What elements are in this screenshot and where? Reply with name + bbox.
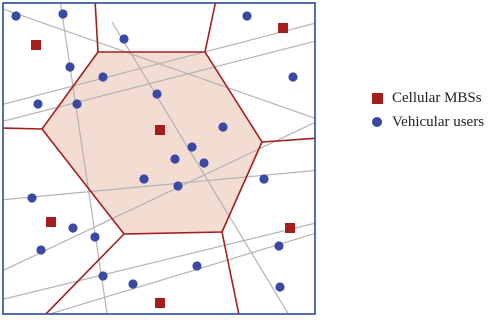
vehicle-marker (139, 174, 149, 184)
legend-item-mbs: Cellular MBSs (368, 86, 484, 110)
mbs-marker (278, 23, 288, 33)
vehicle-marker (90, 232, 100, 242)
vehicle-marker (98, 72, 108, 82)
vehicle-dot-icon (372, 117, 382, 127)
mbs-markers (31, 23, 295, 308)
vehicle-marker (199, 158, 209, 168)
legend-label-mbs: Cellular MBSs (392, 89, 482, 106)
mbs-marker (285, 223, 295, 233)
vehicle-markers (11, 9, 298, 292)
diagram-frame (2, 2, 316, 315)
vehicle-marker (242, 11, 252, 21)
legend-item-vehicle: Vehicular users (368, 110, 484, 134)
legend-label-vehicle: Vehicular users (392, 113, 485, 130)
cell-border (3, 127, 43, 130)
mbs-square-icon (372, 92, 383, 104)
road (3, 169, 315, 201)
legend: Cellular MBSs Vehicular users (368, 86, 484, 134)
vehicle-marker (275, 282, 285, 292)
mbs-marker (31, 40, 41, 50)
road (3, 40, 315, 122)
road (3, 222, 315, 300)
cell-border (94, 3, 99, 53)
network-diagram (2, 2, 316, 315)
center-cell (42, 52, 262, 234)
vehicle-marker (128, 279, 138, 289)
vehicle-marker (72, 99, 82, 109)
cell-borders (3, 3, 315, 314)
vehicle-marker (170, 154, 180, 164)
vehicle-marker (58, 9, 68, 19)
vehicle-marker (98, 271, 108, 281)
vehicle-marker (173, 181, 183, 191)
vehicle-marker (65, 62, 75, 72)
vehicle-marker (33, 99, 43, 109)
mbs-marker (46, 217, 56, 227)
vehicle-marker (288, 72, 298, 82)
vehicle-marker (187, 142, 197, 152)
vehicle-marker (192, 261, 202, 271)
road (111, 21, 290, 314)
road (3, 121, 315, 272)
road (59, 3, 108, 314)
vehicle-marker (259, 174, 269, 184)
road (3, 22, 315, 105)
cell-border (221, 231, 240, 314)
cell-border (261, 137, 315, 143)
vehicle-marker (68, 223, 78, 233)
cell-border (44, 233, 125, 314)
mbs-marker (155, 125, 165, 135)
mbs-marker (155, 298, 165, 308)
vehicle-marker (274, 241, 284, 251)
cell-border (204, 3, 217, 53)
vehicle-marker (218, 122, 228, 132)
vehicle-marker (36, 245, 46, 255)
vehicle-marker (119, 34, 129, 44)
vehicle-marker (152, 89, 162, 99)
vehicle-marker (27, 193, 37, 203)
vehicle-marker (11, 11, 21, 21)
roads (3, 3, 315, 314)
road (47, 232, 315, 314)
